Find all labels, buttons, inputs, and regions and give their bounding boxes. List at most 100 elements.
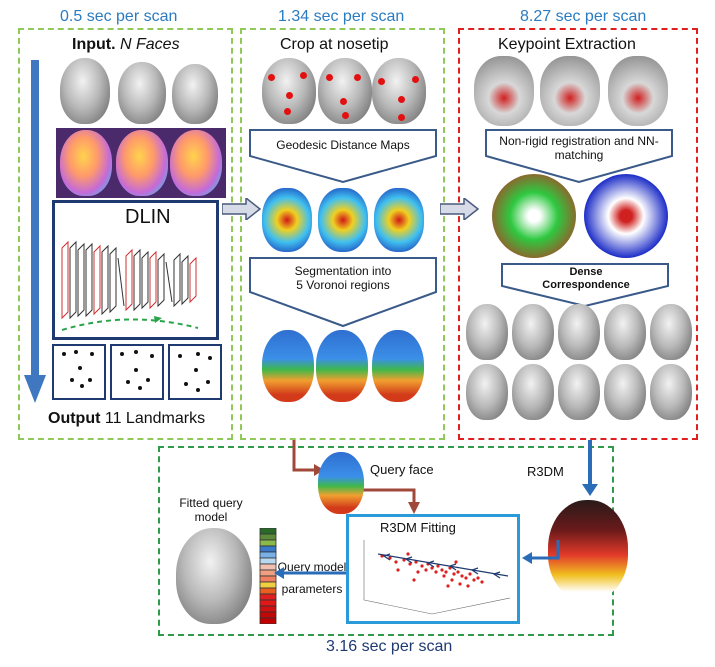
landmark-dot <box>74 350 78 354</box>
segmentation-label: Segmentation into 5 Voronoi regions <box>294 264 392 292</box>
landmark-dot <box>184 382 188 386</box>
stage4-timing: 3.16 sec per scan <box>326 638 453 655</box>
input-face-1 <box>60 58 110 124</box>
registration-green <box>492 174 576 258</box>
dense-face <box>512 364 554 420</box>
geodesic-map-2 <box>318 188 368 252</box>
dense-face <box>650 304 692 360</box>
nosetip-dot <box>354 74 361 81</box>
geodesic-label: Geodesic Distance Maps <box>276 138 410 152</box>
nosetip-dot <box>286 92 293 99</box>
nosetip-dot <box>300 72 307 79</box>
r3dm-label: R3DM <box>527 464 564 479</box>
landmark-dot <box>134 350 138 354</box>
color-face-3 <box>170 130 222 196</box>
dense-face <box>558 364 600 420</box>
color-face-2 <box>116 130 168 196</box>
landmark-dot <box>138 386 142 390</box>
geodesic-map-3 <box>374 188 424 252</box>
nosetip-dot <box>268 74 275 81</box>
landmark-dot <box>80 384 84 388</box>
input-face-2 <box>118 62 166 124</box>
landmark-dot <box>196 388 200 392</box>
chevron-geodesic <box>249 129 437 184</box>
landmark-dot <box>134 368 138 372</box>
landmark-dot <box>126 380 130 384</box>
nosetip-dot <box>284 108 291 115</box>
stage3-timing: 8.27 sec per scan <box>520 8 647 25</box>
landmark-dot <box>62 352 66 356</box>
r3dm-fitting-title: R3DM Fitting <box>380 520 456 535</box>
landmark-dot <box>146 378 150 382</box>
stage2-timing: 1.34 sec per scan <box>278 8 405 25</box>
landmark-dot <box>194 368 198 372</box>
input-label: Input. <box>72 36 116 53</box>
voronoi-face-3 <box>372 330 424 402</box>
stage2-frame <box>240 28 445 440</box>
registration-blue <box>584 174 668 258</box>
registration-label: Non-rigid registration and NN-matching <box>499 134 659 162</box>
nosetip-dot <box>326 74 333 81</box>
geodesic-map-1 <box>262 188 312 252</box>
landmark-dot <box>120 352 124 356</box>
keypoint-face-2 <box>540 56 600 126</box>
nosetip-dot <box>398 114 405 121</box>
stage3-frame <box>458 28 698 440</box>
fitting-scatter-plot <box>363 540 511 615</box>
flow-down-arrow <box>24 60 46 403</box>
landmark-dot <box>196 352 200 356</box>
stage2-title: Crop at nosetip <box>280 36 389 53</box>
stage3-title: Keypoint Extraction <box>498 36 636 53</box>
nosetip-dot <box>412 76 419 83</box>
dense-face <box>650 364 692 420</box>
nosetip-dot <box>398 96 405 103</box>
r3dm-mean-face <box>548 500 628 600</box>
landmark-dot <box>70 378 74 382</box>
landmark-dot <box>78 366 82 370</box>
dense-face <box>466 304 508 360</box>
arrow-stage2-to-stage3 <box>440 198 480 220</box>
query-face-label: Query face <box>370 462 434 477</box>
landmark-dot <box>150 354 154 358</box>
stage1-frame <box>18 28 233 440</box>
fitted-query-face <box>176 528 252 624</box>
dense-face <box>558 304 600 360</box>
query-face <box>318 452 364 514</box>
landmark-dot <box>206 380 210 384</box>
input-face-3 <box>172 64 218 124</box>
nosetip-dot <box>342 112 349 119</box>
color-face-1 <box>60 130 112 196</box>
fitted-query-label: Fitted query model <box>179 496 243 524</box>
voronoi-face-2 <box>316 330 368 402</box>
landmark-dot <box>90 352 94 356</box>
r3dm-down-arrow <box>582 440 598 496</box>
dense-face <box>466 364 508 420</box>
params-arrow <box>274 567 346 579</box>
keypoint-face-1 <box>474 56 534 126</box>
landmark-dot <box>88 378 92 382</box>
output-label: Output <box>48 410 101 427</box>
input-faces-label: N Faces <box>115 36 180 53</box>
stage1-output: Output 11 Landmarks <box>48 410 205 428</box>
nosetip-dot <box>378 78 385 85</box>
dlin-layers <box>61 240 199 331</box>
dense-face <box>512 304 554 360</box>
nosetip-dot <box>340 98 347 105</box>
r3dm-to-fitting-arrow <box>522 540 560 564</box>
landmark-box-2 <box>110 344 164 400</box>
query-params-label: Query model parameters <box>277 560 347 596</box>
voronoi-face-1 <box>262 330 314 402</box>
arrow-stage1-to-stage2 <box>222 198 262 220</box>
chevron-dense <box>501 263 669 308</box>
output-landmarks-label: 11 Landmarks <box>100 410 206 427</box>
chevron-registration <box>485 129 673 184</box>
dense-face <box>604 364 646 420</box>
parameter-colorbar <box>259 528 277 624</box>
crop-face-3 <box>372 58 426 124</box>
query-flow-arrows <box>292 440 420 514</box>
dense-face <box>604 304 646 360</box>
landmark-box-3 <box>168 344 222 400</box>
stage1-timing: 0.5 sec per scan <box>60 8 178 25</box>
dlin-label: DLIN <box>125 206 171 228</box>
dense-label: Dense Correspondence <box>542 266 630 291</box>
